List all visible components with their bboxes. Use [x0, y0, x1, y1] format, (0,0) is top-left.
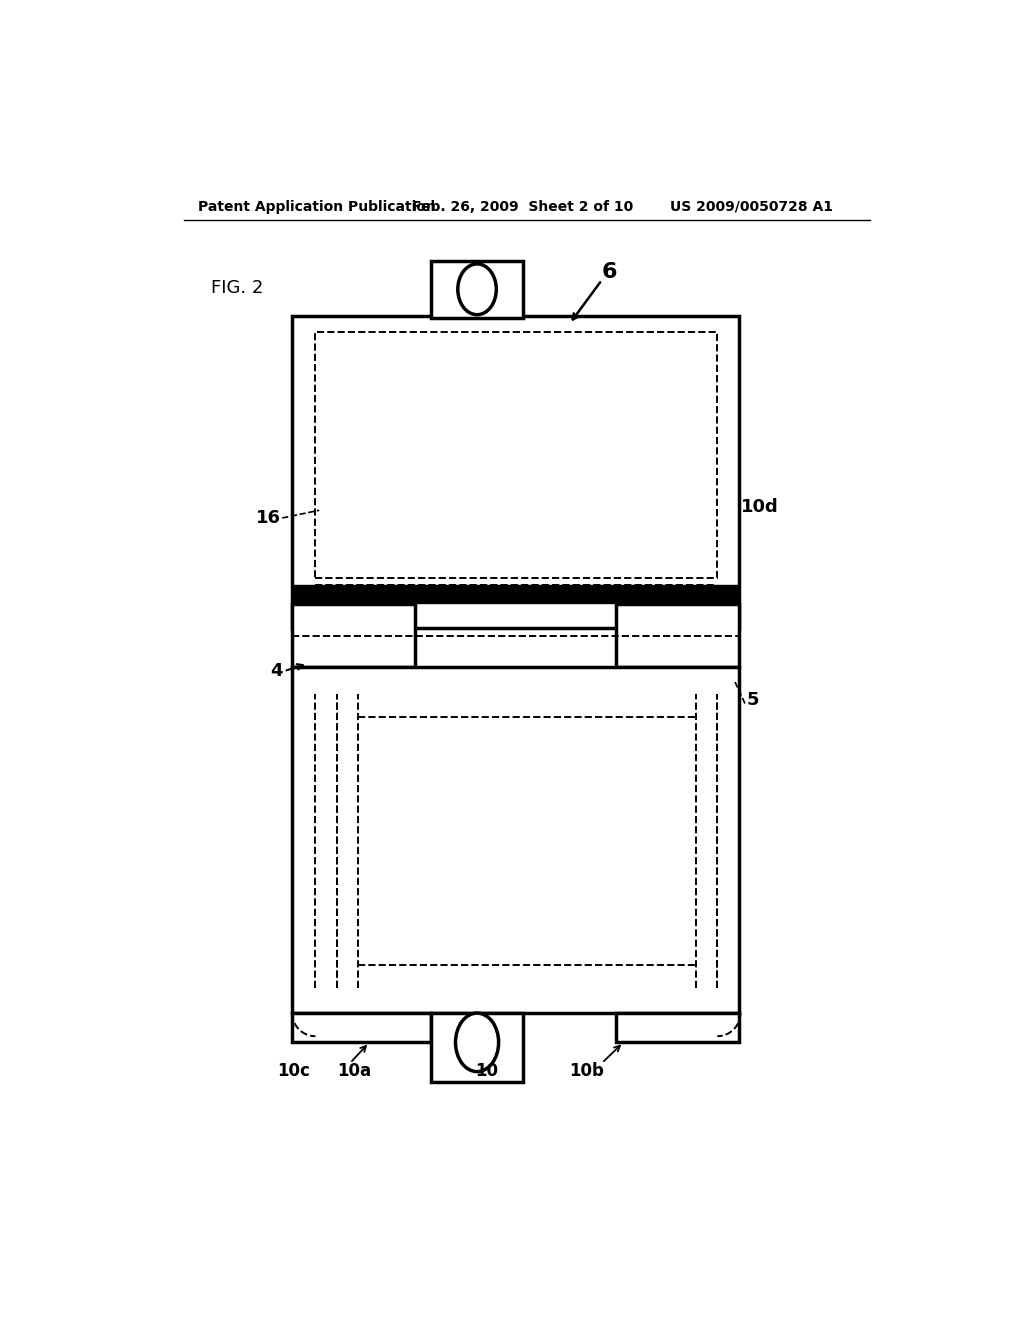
Text: 16: 16	[256, 510, 281, 527]
Bar	[292, 605, 416, 667]
Bar	[315, 331, 717, 578]
Text: 10a: 10a	[337, 1061, 371, 1080]
Text: 6: 6	[602, 263, 617, 282]
Ellipse shape	[456, 1014, 499, 1072]
Text: 10: 10	[475, 1061, 499, 1080]
Text: 10d: 10d	[741, 498, 779, 516]
Bar	[292, 1014, 431, 1043]
Ellipse shape	[458, 264, 497, 314]
Text: 5: 5	[746, 690, 759, 709]
Text: FIG. 2: FIG. 2	[211, 279, 264, 297]
Text: Patent Application Publication: Patent Application Publication	[199, 199, 436, 214]
Bar	[431, 1014, 523, 1082]
Bar	[615, 1014, 739, 1043]
Bar	[292, 317, 739, 628]
Bar	[292, 667, 739, 1014]
Text: US 2009/0050728 A1: US 2009/0050728 A1	[670, 199, 833, 214]
Bar	[431, 261, 523, 318]
Text: 4: 4	[269, 663, 283, 680]
Bar	[615, 605, 739, 667]
Text: 10b: 10b	[569, 1061, 604, 1080]
Text: Feb. 26, 2009  Sheet 2 of 10: Feb. 26, 2009 Sheet 2 of 10	[412, 199, 633, 214]
Text: 10c: 10c	[276, 1061, 309, 1080]
